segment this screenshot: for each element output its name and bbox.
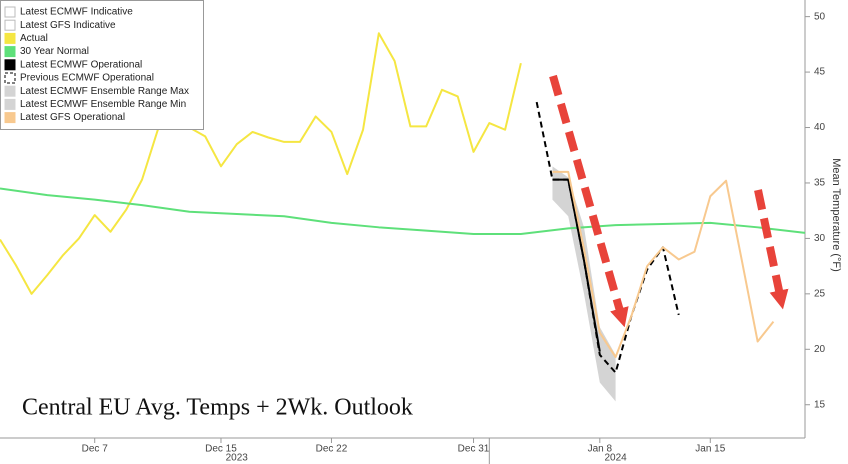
x-tick-label: Dec 7 [82, 444, 109, 455]
y-tick-label: 25 [814, 288, 826, 299]
y-tick-label: 40 [814, 122, 826, 133]
legend-label: Latest ECMWF Ensemble Range Min [20, 99, 186, 110]
x-tick-label: Dec 15 [205, 444, 237, 455]
series-line [552, 170, 775, 359]
x-tick-label: Jan 15 [695, 444, 725, 455]
x-tick-label: Dec 31 [458, 444, 490, 455]
y-tick-label: 15 [814, 399, 826, 410]
chart-title: Central EU Avg. Temps + 2Wk. Outlook [22, 395, 413, 421]
legend-label: Actual [20, 33, 48, 44]
ensemble-range [552, 166, 616, 402]
legend-swatch [4, 112, 16, 124]
annotation-arrows [549, 74, 789, 328]
legend-label: Latest ECMWF Operational [20, 59, 142, 70]
legend-label: Latest ECMWF Indicative [20, 7, 133, 18]
legend-swatch [4, 19, 16, 31]
legend-label: Latest ECMWF Ensemble Range Max [20, 86, 189, 97]
series-line [0, 32, 522, 295]
legend-swatch [4, 72, 16, 84]
arrow [549, 74, 629, 328]
y-tick-label: 30 [814, 233, 826, 244]
legend-swatch [4, 6, 16, 18]
x-year-label: 2023 [226, 453, 249, 464]
plot-area: 15 20 25 30 35 40 45 50 Dec 7 Dec 15 Dec 22 Dec 31 J… [0, 0, 826, 464]
y-tick-label: 45 [814, 67, 826, 78]
legend-swatch [4, 32, 16, 44]
legend-label: Latest GFS Indicative [20, 20, 116, 31]
x-tick-label: Jan 8 [588, 444, 613, 455]
x-tick-label: Dec 22 [316, 444, 348, 455]
x-year-label: 2024 [604, 453, 627, 464]
y-tick-label: 20 [814, 344, 826, 355]
legend-label: Previous ECMWF Operational [20, 73, 154, 84]
y-axis-label: Mean Temperature (°F) [830, 158, 842, 272]
legend-swatch [4, 98, 16, 110]
y-tick-label: 35 [814, 178, 826, 189]
legend: Latest ECMWF Indicative Latest GFS Indica… [0, 0, 204, 130]
legend-swatch [4, 59, 16, 71]
legend-label: Latest GFS Operational [20, 112, 125, 123]
legend-box [0, 0, 204, 130]
legend-swatch [4, 85, 16, 97]
legend-label: 30 Year Normal [20, 46, 89, 57]
series-line [0, 187, 806, 235]
arrow [754, 189, 789, 310]
series-line [535, 101, 680, 374]
y-tick-label: 50 [814, 11, 826, 22]
legend-swatch [4, 46, 16, 58]
